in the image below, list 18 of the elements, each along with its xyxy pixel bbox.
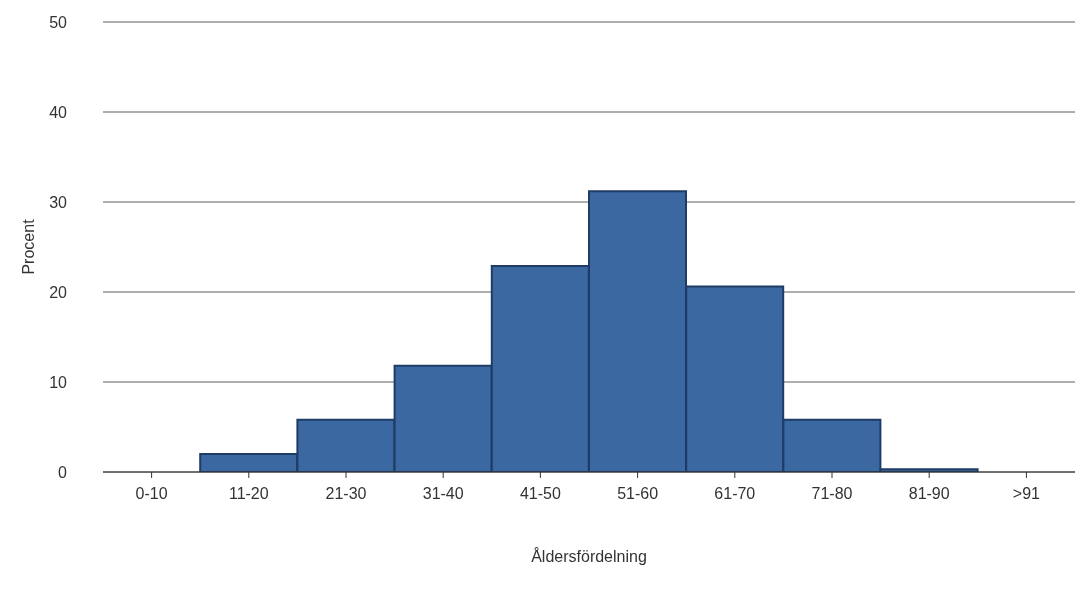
y-tick-label: 20: [49, 283, 68, 301]
x-tick-label: >91: [1012, 485, 1041, 503]
x-tick-label: 51-60: [617, 485, 659, 503]
x-tick-label: 21-30: [325, 485, 367, 503]
x-tick-label: 0-10: [135, 485, 168, 503]
y-tick-label: 10: [49, 373, 68, 391]
y-tick-label: 50: [49, 13, 68, 31]
y-tick-label: 30: [49, 193, 68, 211]
y-axis-title: Procent: [19, 218, 37, 275]
x-tick-label: 61-70: [714, 485, 756, 503]
x-tick-label: 41-50: [519, 485, 561, 503]
x-tick-label: 31-40: [422, 485, 464, 503]
x-tick-label: 71-80: [811, 485, 853, 503]
x-tick-label: 81-90: [908, 485, 950, 503]
x-tick-label: 11-20: [228, 485, 269, 503]
y-tick-label: 40: [49, 103, 68, 121]
x-axis-title: Åldersfördelning: [531, 547, 647, 565]
y-tick-label: 0: [58, 463, 68, 481]
